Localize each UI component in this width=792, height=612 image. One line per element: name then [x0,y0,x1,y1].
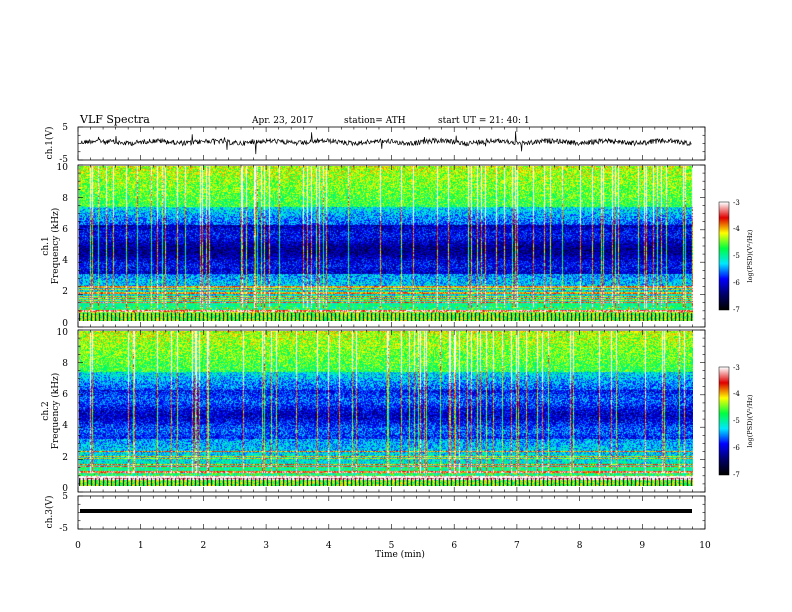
ch2-cb-tick-m7: -7 [733,471,740,479]
ch1-spectrogram-image [79,166,693,321]
ch1-colorbar-label: log(PSD)(V²/Hz) [746,229,754,282]
ch1-spectrogram-ylabel: ch.1Frequency (kHz) [41,208,61,285]
ch3-waveform-panel: 5 -5 ch.3(V) 0 1 2 3 4 5 6 7 8 9 10 Time (min) [44,127,711,560]
ch3-waveform-line [80,509,692,513]
ch2-freq-tick-2: 2 [62,453,68,463]
ch1-freq-tick-10: 10 [57,163,69,173]
ch2-spectrogram-ylabel-line-0: ch.2 [41,401,51,420]
ch2-cb-tick-m3: -3 [733,364,740,372]
ch1-freq-tick-2: 2 [62,287,68,297]
ch1-cb-tick-m3: -3 [733,199,740,207]
ch2-spectrogram-y-ticks [78,329,705,493]
ch1-ytick-top: 5 [62,123,68,133]
ch3-waveform-trace [80,509,692,513]
date-label: Apr. 23, 2017 [251,116,314,126]
ch1-waveform-frame [77,126,706,161]
ch1-spectrogram-ylabel-line-0: ch.1 [41,236,51,255]
ch2-spectrogram-image [79,331,693,486]
time-tick-label: 7 [514,541,520,551]
ch2-freq-tick-10: 10 [57,328,69,338]
time-tick-label: 1 [138,541,144,551]
ch3-waveform-ylabel: ch.3(V) [44,496,55,529]
time-x-ticks [77,127,706,529]
ch3-y-ticks [78,495,705,530]
time-tick-label: 0 [75,541,81,551]
time-tick-label: 5 [389,541,395,551]
ch2-spectrogram-panel: 0 2 4 6 8 10 ch.2Frequency (kHz) -3 -4 -… [41,328,754,494]
time-tick-label: 10 [699,541,711,551]
ch1-waveform-trace [79,131,692,155]
ch1-colorbar-frame [718,201,730,311]
ch2-spectrogram-ylabel: ch.2Frequency (kHz) [41,373,61,450]
time-tick-label: 6 [451,541,457,551]
ch1-freq-tick-0: 0 [62,319,68,329]
ch2-cb-tick-m6: -6 [733,444,740,452]
start-time-label: start UT = 21: 40: 1 [438,116,530,126]
ch1-y-ticks [78,126,705,161]
ch1-cb-tick-m5: -5 [733,252,740,260]
ch2-cb-tick-m4: -4 [733,390,740,398]
ch1-freq-tick-6: 6 [62,225,68,235]
time-tick-label: 2 [201,541,207,551]
ch1-colorbar-image [719,202,729,310]
time-tick-label: 8 [577,541,583,551]
ch1-freq-tick-4: 4 [62,256,68,266]
ch1-cb-tick-m4: -4 [733,225,740,233]
ch1-ytick-bottom: -5 [59,155,68,165]
time-tick-label: 4 [326,541,332,551]
ch1-cb-tick-m6: -6 [733,279,740,287]
ch2-colorbar-image [719,367,729,475]
ch2-colorbar-frame [718,366,730,476]
ch1-spectrogram-panel: 0 2 4 6 8 10 ch.1Frequency (kHz) -3 -4 -… [41,163,754,329]
ch2-colorbar-label: log(PSD)(V²/Hz) [746,394,754,447]
ch2-freq-tick-4: 4 [62,421,68,431]
time-axis-label: Time (min) [375,549,425,560]
ch2-freq-tick-6: 6 [62,390,68,400]
station-label: station= ATH [344,116,406,126]
ch1-freq-tick-8: 8 [62,194,68,204]
ch1-waveform-line [79,131,692,155]
time-tick-label: 9 [639,541,645,551]
ch2-freq-tick-0: 0 [62,484,68,494]
ch2-cb-tick-m5: -5 [733,417,740,425]
time-x-tick-labels: 0 1 2 3 4 5 6 7 8 9 10 [75,541,711,551]
ch1-waveform-panel: 5 -5 ch.1(V) [44,123,706,165]
ch1-spectrogram-y-ticks [78,164,705,328]
figure-title: VLF Spectra [79,113,150,126]
ch2-freq-tick-8: 8 [62,359,68,369]
ch2-spectrogram-ylabel-line-1: Frequency (kHz) [50,373,61,450]
time-tick-label: 3 [263,541,269,551]
ch3-ytick-bottom: -5 [59,524,68,534]
ch1-waveform-ylabel: ch.1(V) [44,127,55,160]
ch1-cb-tick-m7: -7 [733,306,740,314]
ch1-spectrogram-ylabel-line-1: Frequency (kHz) [50,208,61,285]
ch3-ytick-top: 5 [62,492,68,502]
